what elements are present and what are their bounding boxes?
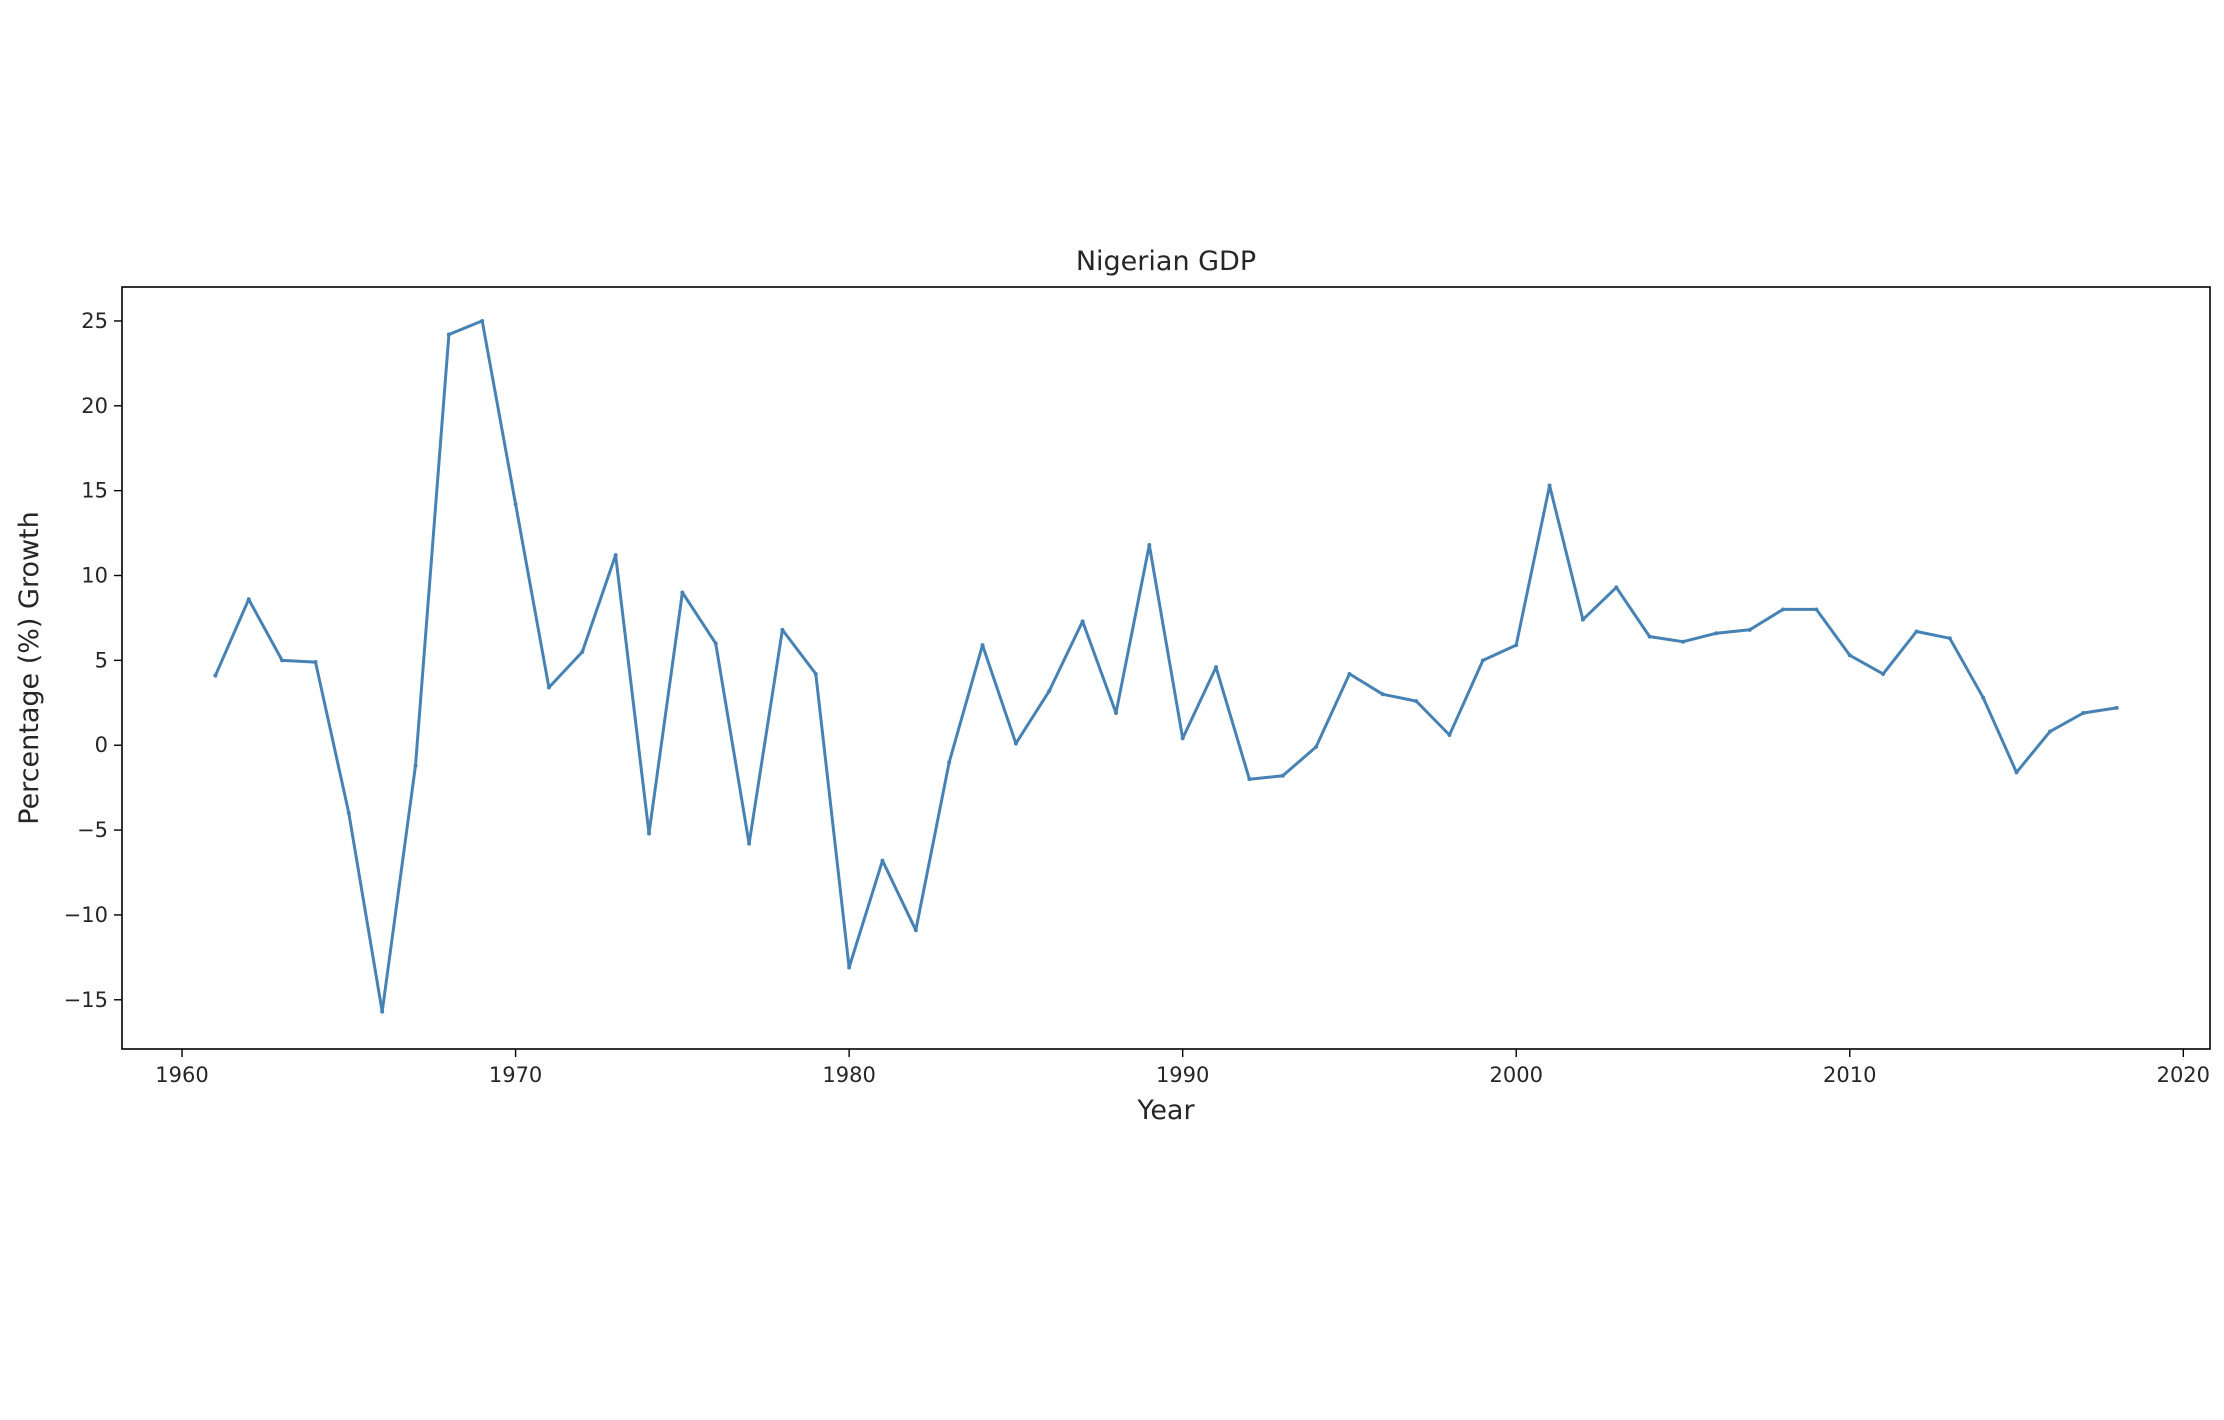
y-tick-label: 20	[81, 394, 108, 418]
data-point	[2014, 770, 2019, 775]
data-point	[1981, 695, 1986, 700]
y-tick-label: 5	[95, 648, 108, 672]
data-point	[1280, 773, 1285, 778]
data-point	[2081, 710, 2086, 715]
y-tick-label: 0	[95, 733, 108, 757]
data-point	[480, 318, 485, 323]
data-point	[1013, 741, 1018, 746]
x-tick-label: 1980	[822, 1063, 875, 1087]
data-point	[1247, 777, 1252, 782]
data-point	[1814, 607, 1819, 612]
y-tick-label: −5	[77, 818, 108, 842]
series-line	[213, 319, 2119, 1014]
chart-title: Nigerian GDP	[1076, 246, 1256, 277]
data-point	[1547, 483, 1552, 488]
data-point	[546, 685, 551, 690]
data-point	[246, 597, 251, 602]
data-point	[1714, 631, 1719, 636]
x-tick-label: 2010	[1823, 1063, 1876, 1087]
plot-area	[122, 287, 2210, 1049]
y-tick-label: −10	[64, 903, 108, 927]
data-point	[813, 671, 818, 676]
data-point	[913, 928, 918, 933]
data-point	[880, 858, 885, 863]
plot-frame	[121, 286, 2211, 1050]
data-point	[1614, 585, 1619, 590]
data-point	[580, 649, 585, 654]
data-point	[1147, 542, 1152, 547]
data-point	[513, 502, 518, 507]
data-point	[780, 627, 785, 632]
y-axis-label: Percentage (%) Growth	[14, 511, 45, 825]
point-layer	[213, 318, 2119, 1014]
data-point	[1180, 736, 1185, 741]
data-point	[1781, 607, 1786, 612]
data-point	[413, 763, 418, 768]
data-point	[213, 673, 218, 678]
data-point	[947, 760, 952, 765]
data-point	[313, 660, 318, 665]
data-point	[980, 643, 985, 648]
data-point	[680, 590, 685, 595]
data-point	[380, 1009, 385, 1014]
y-tick-label: 25	[81, 309, 108, 333]
data-point	[613, 553, 618, 558]
data-point	[1881, 671, 1886, 676]
y-tick-label: −15	[64, 988, 108, 1012]
data-point	[1447, 733, 1452, 738]
data-point	[747, 841, 752, 846]
data-point	[1580, 617, 1585, 622]
data-point	[847, 965, 852, 970]
data-point	[1914, 629, 1919, 634]
data-point	[1947, 636, 1952, 641]
data-point	[1214, 665, 1219, 670]
y-tick-label: 10	[81, 564, 108, 588]
data-point	[2114, 705, 2119, 710]
data-point	[1747, 627, 1752, 632]
data-point	[1647, 634, 1652, 639]
data-point	[346, 811, 351, 816]
data-point	[1347, 671, 1352, 676]
data-point	[647, 831, 652, 836]
data-point	[713, 641, 718, 646]
y-tick-label: 15	[81, 479, 108, 503]
data-point	[446, 332, 451, 337]
data-point	[1480, 658, 1485, 663]
x-tick-label: 1970	[489, 1063, 542, 1087]
data-point	[2047, 729, 2052, 734]
data-point	[1414, 699, 1419, 704]
data-point	[1047, 688, 1052, 693]
x-tick-label: 1990	[1156, 1063, 1209, 1087]
x-axis-label: Year	[1136, 1095, 1195, 1126]
data-point	[1380, 692, 1385, 697]
x-tick-label: 2000	[1489, 1063, 1542, 1087]
x-tick-label: 1960	[155, 1063, 208, 1087]
data-point	[280, 658, 285, 663]
data-point	[1080, 619, 1085, 624]
data-point	[1847, 653, 1852, 658]
data-point	[1314, 744, 1319, 749]
data-point	[1680, 639, 1685, 644]
data-point	[1514, 643, 1519, 648]
tick-layer: 1960 1970 1980 1990 2000 2010 2020 −15 −10 −5 0 5 10…	[64, 309, 2210, 1087]
data-point	[1113, 710, 1118, 715]
x-tick-label: 2020	[2157, 1063, 2210, 1087]
